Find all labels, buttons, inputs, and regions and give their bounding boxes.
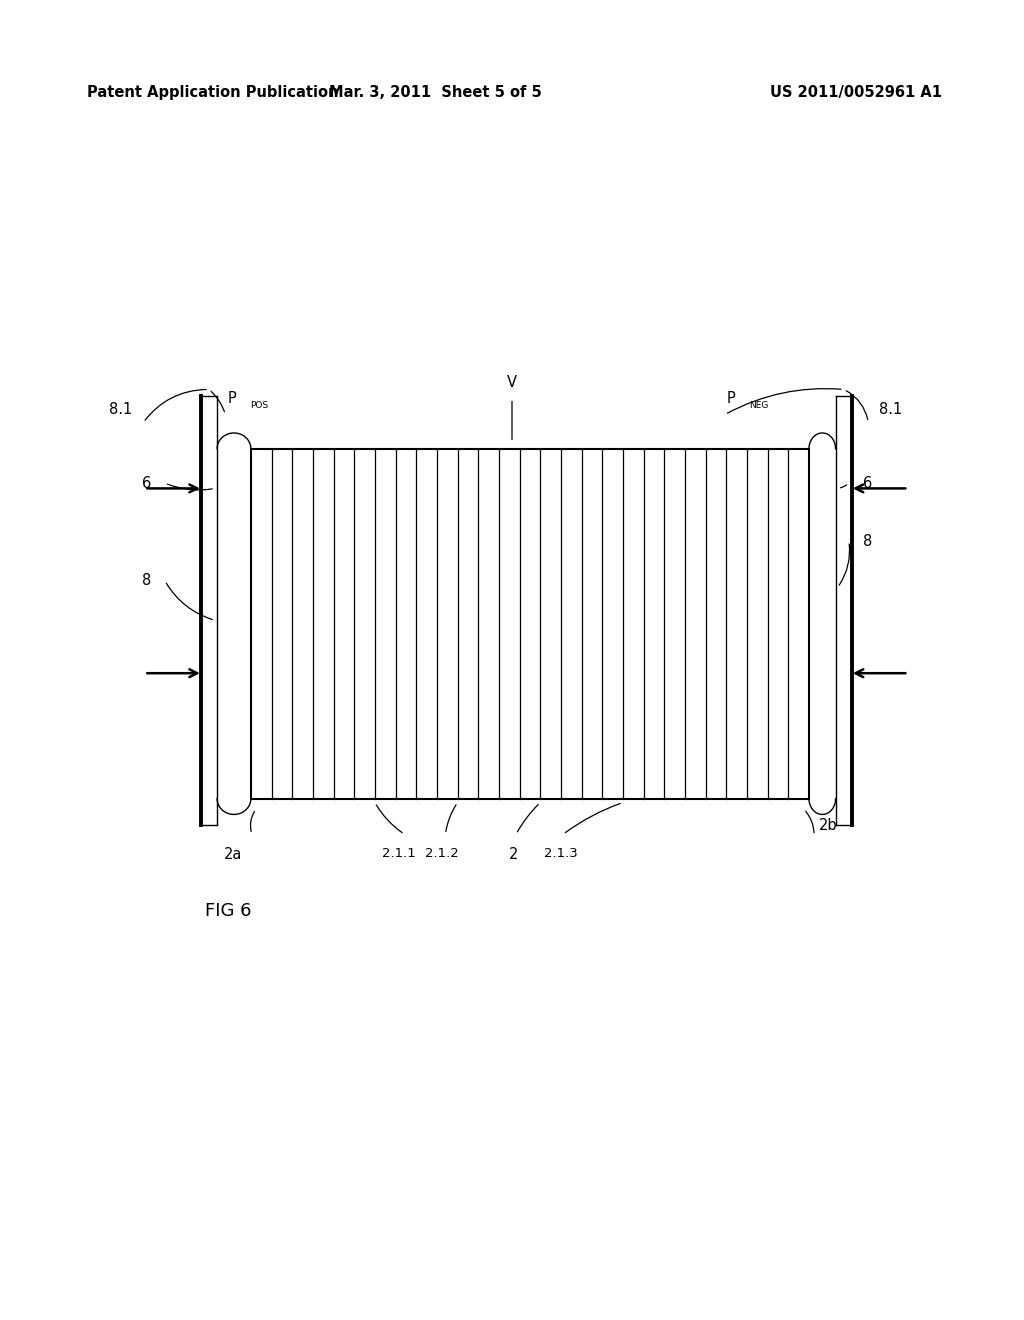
Text: 2a: 2a — [224, 847, 243, 862]
Text: 8.1: 8.1 — [110, 401, 132, 417]
Text: 8: 8 — [862, 533, 872, 549]
Text: 2: 2 — [509, 847, 519, 862]
Text: 2.1.2: 2.1.2 — [426, 847, 459, 861]
Text: 2.1.1: 2.1.1 — [383, 847, 416, 861]
Text: Patent Application Publication: Patent Application Publication — [87, 84, 339, 100]
Text: Mar. 3, 2011  Sheet 5 of 5: Mar. 3, 2011 Sheet 5 of 5 — [329, 84, 542, 100]
Bar — [251, 449, 809, 799]
Text: NEG: NEG — [750, 401, 769, 409]
Text: 2b: 2b — [819, 817, 838, 833]
Text: 6: 6 — [141, 475, 152, 491]
Text: 2.1.3: 2.1.3 — [545, 847, 578, 861]
Text: P: P — [227, 391, 237, 407]
Text: 8.1: 8.1 — [880, 401, 902, 417]
Text: 6: 6 — [862, 475, 872, 491]
Text: FIG 6: FIG 6 — [205, 902, 251, 920]
Text: V: V — [507, 375, 517, 391]
Text: US 2011/0052961 A1: US 2011/0052961 A1 — [770, 84, 942, 100]
Text: P: P — [727, 391, 736, 407]
Text: POS: POS — [250, 401, 268, 409]
Text: 8: 8 — [141, 573, 152, 589]
